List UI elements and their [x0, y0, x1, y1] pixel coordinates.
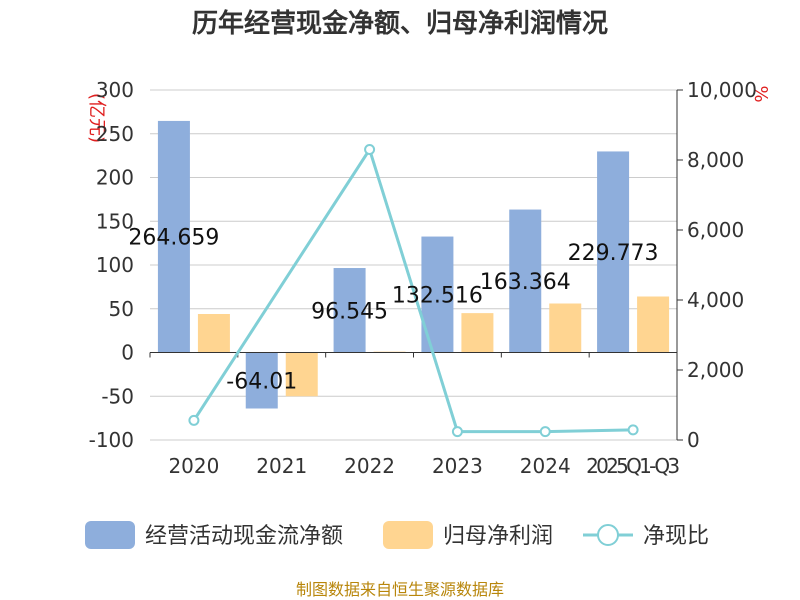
ratio-point [188, 414, 200, 426]
bar [285, 352, 318, 397]
bar [549, 303, 582, 353]
legend-label-cashflow: 经营活动现金流净额 [145, 524, 343, 549]
y-left-tick-label: 150 [96, 209, 134, 233]
data-label: 229.773 [568, 241, 659, 266]
data-label: 163.364 [480, 270, 571, 295]
ratio-point [451, 426, 463, 438]
legend-label-net-profit: 归母净利润 [443, 524, 553, 549]
bar [637, 296, 670, 353]
data-label: 132.516 [392, 284, 483, 309]
ratio-point [539, 426, 551, 438]
source-note: 制图数据来自恒生聚源数据库 [296, 580, 504, 599]
y-left-tick-label: 250 [96, 122, 134, 146]
data-label: 264.659 [128, 226, 219, 251]
axes: -100 -50 0 50 100 150 200 250 300 0 2,000 4,000 6,00… [89, 78, 757, 478]
y-right-tick-label: 2,000 [687, 358, 744, 382]
x-tick-label: 2024 [520, 454, 571, 478]
y-right-tick-label: 8,000 [687, 148, 744, 172]
right-axis-unit: % [750, 85, 771, 102]
y-left-tick-label: 300 [96, 78, 134, 102]
legend: 经营活动现金流净额 归母净利润 净现比 [85, 521, 709, 549]
ratio-point [364, 144, 376, 155]
y-right-tick-label: 4,000 [687, 288, 744, 312]
y-right-tick-label: 6,000 [687, 218, 744, 242]
left-axis-unit: (亿元) [86, 93, 107, 143]
legend-label-ratio: 净现比 [643, 524, 709, 549]
data-label: 96.545 [311, 299, 388, 324]
bars [157, 120, 670, 409]
y-left-tick-label: 0 [121, 341, 134, 365]
y-right-tick-label: 10,000 [687, 78, 757, 102]
y-left-tick-label: 200 [96, 166, 134, 190]
y-left-tick-label: -50 [101, 384, 134, 408]
bar [461, 313, 494, 353]
ratio-point [627, 424, 639, 436]
x-tick-label: 2022 [344, 454, 395, 478]
x-tick-label: 2021 [256, 454, 307, 478]
legend-swatch-net-profit [383, 521, 433, 549]
data-label: -64.01 [226, 370, 297, 395]
y-left-tick-label: -100 [89, 428, 134, 452]
bar [197, 314, 230, 353]
y-left-tick-label: 100 [96, 253, 134, 277]
x-tick-label: 2025Q1-Q3 [586, 454, 680, 478]
x-tick-label: 2020 [168, 454, 219, 478]
chart-title: 历年经营现金净额、归母净利润情况 [192, 8, 608, 39]
y-right-tick-label: 0 [687, 428, 700, 452]
bar [157, 120, 190, 353]
x-tick-label: 2023 [432, 454, 483, 478]
ratio-line [188, 144, 639, 438]
y-left-tick-label: 50 [109, 297, 134, 321]
legend-marker-ratio [597, 524, 619, 546]
bar [333, 268, 366, 353]
bar [597, 151, 630, 353]
bar [245, 352, 278, 409]
legend-swatch-cashflow [85, 521, 135, 549]
grid [150, 89, 677, 441]
bar [509, 209, 542, 353]
